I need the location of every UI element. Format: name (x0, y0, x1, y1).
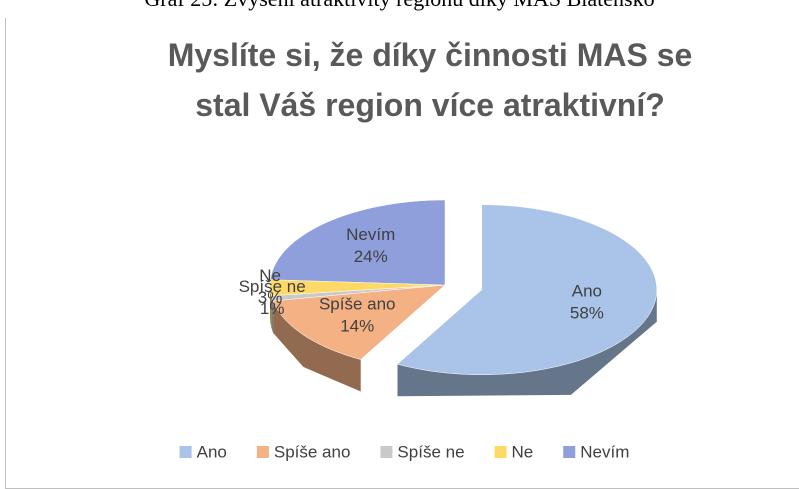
chart-title: Myslíte si, že díky činnosti MAS se stal… (167, 37, 693, 123)
pie-slice (396, 204, 658, 375)
data-label-name: Ano (572, 281, 602, 300)
legend-swatch (494, 446, 507, 458)
data-label-name: Ne (259, 266, 281, 285)
legend-swatch (380, 446, 393, 458)
legend-label: Spíše ne (397, 442, 464, 461)
legend-label: Ano (197, 442, 227, 461)
data-label-name: Spíše ne (239, 277, 306, 296)
legend-swatch (256, 446, 269, 458)
legend-label: Ne (512, 442, 534, 461)
pie-tops (269, 199, 658, 375)
data-label-value: 14% (340, 316, 374, 335)
data-label-name: Nevím (346, 225, 395, 244)
pie-slice (272, 284, 446, 360)
data-label-name: Spíše ano (319, 294, 396, 313)
pie-side (271, 295, 274, 333)
pie-slice (269, 199, 446, 286)
legend-label: Spíše ano (274, 442, 351, 461)
caption: Graf 25: Zvýšení atraktivity regionu dík… (0, 0, 799, 12)
pie-side (270, 285, 272, 328)
pie-side (273, 300, 361, 392)
legend-label: Nevím (580, 442, 629, 461)
legend-swatch (563, 446, 576, 458)
data-label-value: 3% (258, 288, 283, 307)
legend: Ano Spíše ano Spíše ne Ne Nevím (179, 442, 629, 461)
data-label-value: 24% (354, 247, 388, 266)
data-label-value: 58% (570, 303, 604, 322)
pie-side (397, 289, 657, 397)
data-label-value: 1% (260, 299, 285, 318)
legend-swatch (179, 446, 192, 458)
